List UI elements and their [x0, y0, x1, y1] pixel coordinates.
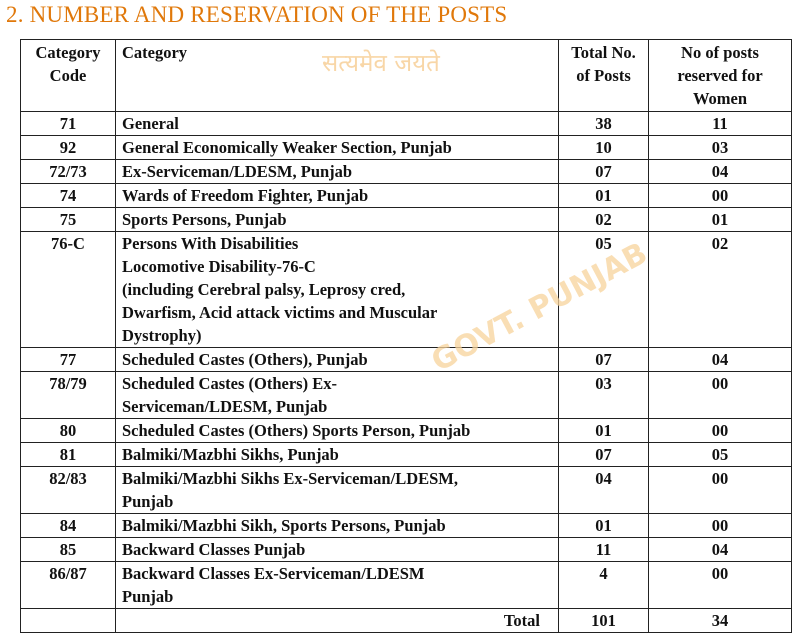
table-cell: 02: [558, 207, 649, 232]
table-row: 71 General 38 11: [20, 111, 792, 136]
table-cell: 01: [558, 183, 649, 208]
table-cell: 00: [648, 513, 792, 538]
table-body: 71 General 38 11 92 General Economically Weak…: [20, 111, 792, 633]
table-row: 75 Sports Persons, Punjab 02 01: [20, 207, 792, 232]
table-cell: 82/83: [20, 466, 116, 514]
table-cell: 74: [20, 183, 116, 208]
table-row: 86/87 Backward Classes Ex-Serviceman/LDES…: [20, 561, 792, 609]
table-cell: 01: [558, 513, 649, 538]
table-row: 72/73 Ex-Serviceman/LDESM, Punjab 07 04: [20, 159, 792, 184]
section-heading: 2. NUMBER AND RESERVATION OF THE POSTS: [6, 2, 508, 27]
table-cell: General: [115, 111, 559, 136]
table-cell: 72/73: [20, 159, 116, 184]
table-cell: Scheduled Castes (Others) Ex- Serviceman…: [115, 371, 559, 419]
table-cell: 05: [648, 442, 792, 467]
table-cell: [20, 608, 116, 633]
table-cell: 11: [558, 537, 649, 562]
header-cell: Total No. of Posts: [558, 39, 649, 112]
table-cell: 11: [648, 111, 792, 136]
posts-table: Category Code Category Total No. of Post…: [20, 39, 792, 633]
table-row: 76-C Persons With Disabilities Locomotive…: [20, 231, 792, 348]
table-cell: Ex-Serviceman/LDESM, Punjab: [115, 159, 559, 184]
header-cell: No of posts reserved for Women: [648, 39, 792, 112]
table-cell: 78/79: [20, 371, 116, 419]
table-cell: 80: [20, 418, 116, 443]
table-cell: 04: [558, 466, 649, 514]
table-cell: Scheduled Castes (Others), Punjab: [115, 347, 559, 372]
table-cell: 07: [558, 159, 649, 184]
table-cell: 07: [558, 442, 649, 467]
table-cell: 71: [20, 111, 116, 136]
table-row: 84 Balmiki/Mazbhi Sikh, Sports Persons, P…: [20, 513, 792, 538]
table-cell: 04: [648, 347, 792, 372]
table-cell: 00: [648, 371, 792, 419]
total-women: 34: [648, 608, 792, 633]
table-cell: General Economically Weaker Section, Pun…: [115, 135, 559, 160]
total-row: Total 101 34: [20, 608, 792, 633]
table-cell: 02: [648, 231, 792, 348]
table-cell: 00: [648, 183, 792, 208]
header-cell: Category: [115, 39, 559, 112]
table-cell: Backward Classes Ex-Serviceman/LDESM Pun…: [115, 561, 559, 609]
table-cell: 86/87: [20, 561, 116, 609]
table-cell: 03: [558, 371, 649, 419]
table-cell: 75: [20, 207, 116, 232]
table-cell: 03: [648, 135, 792, 160]
table-cell: Balmiki/Mazbhi Sikhs Ex-Serviceman/LDESM…: [115, 466, 559, 514]
table-row: 85 Backward Classes Punjab 11 04: [20, 537, 792, 562]
table-cell: Scheduled Castes (Others) Sports Person,…: [115, 418, 559, 443]
table-cell: 38: [558, 111, 649, 136]
total-posts: 101: [558, 608, 649, 633]
table-row: 77 Scheduled Castes (Others), Punjab 07 04: [20, 347, 792, 372]
table-row: 78/79 Scheduled Castes (Others) Ex- Servi…: [20, 371, 792, 419]
table-row: 92 General Economically Weaker Section, P…: [20, 135, 792, 160]
table-cell: 4: [558, 561, 649, 609]
table-row: 82/83 Balmiki/Mazbhi Sikhs Ex-Serviceman/…: [20, 466, 792, 514]
table-cell: 07: [558, 347, 649, 372]
table-cell: Wards of Freedom Fighter, Punjab: [115, 183, 559, 208]
table-cell: 01: [558, 418, 649, 443]
total-label: Total: [115, 608, 559, 633]
table-cell: Balmiki/Mazbhi Sikhs, Punjab: [115, 442, 559, 467]
table-row: 74 Wards of Freedom Fighter, Punjab 01 00: [20, 183, 792, 208]
header-cell: Category Code: [20, 39, 116, 112]
table-cell: 04: [648, 537, 792, 562]
table-cell: Sports Persons, Punjab: [115, 207, 559, 232]
table-cell: 84: [20, 513, 116, 538]
table-row: 80 Scheduled Castes (Others) Sports Perso…: [20, 418, 792, 443]
table-cell: 00: [648, 466, 792, 514]
table-cell: 01: [648, 207, 792, 232]
table-cell: 05: [558, 231, 649, 348]
table-cell: Backward Classes Punjab: [115, 537, 559, 562]
table-cell: 81: [20, 442, 116, 467]
table-cell: 85: [20, 537, 116, 562]
header-row: Category Code Category Total No. of Post…: [20, 39, 792, 112]
table-cell: 10: [558, 135, 649, 160]
table-cell: 77: [20, 347, 116, 372]
table-cell: 00: [648, 418, 792, 443]
table-cell: Persons With Disabilities Locomotive Dis…: [115, 231, 559, 348]
table-cell: Balmiki/Mazbhi Sikh, Sports Persons, Pun…: [115, 513, 559, 538]
table-cell: 92: [20, 135, 116, 160]
table-cell: 00: [648, 561, 792, 609]
table-cell: 04: [648, 159, 792, 184]
table-cell: 76-C: [20, 231, 116, 348]
table-row: 81 Balmiki/Mazbhi Sikhs, Punjab 07 05: [20, 442, 792, 467]
